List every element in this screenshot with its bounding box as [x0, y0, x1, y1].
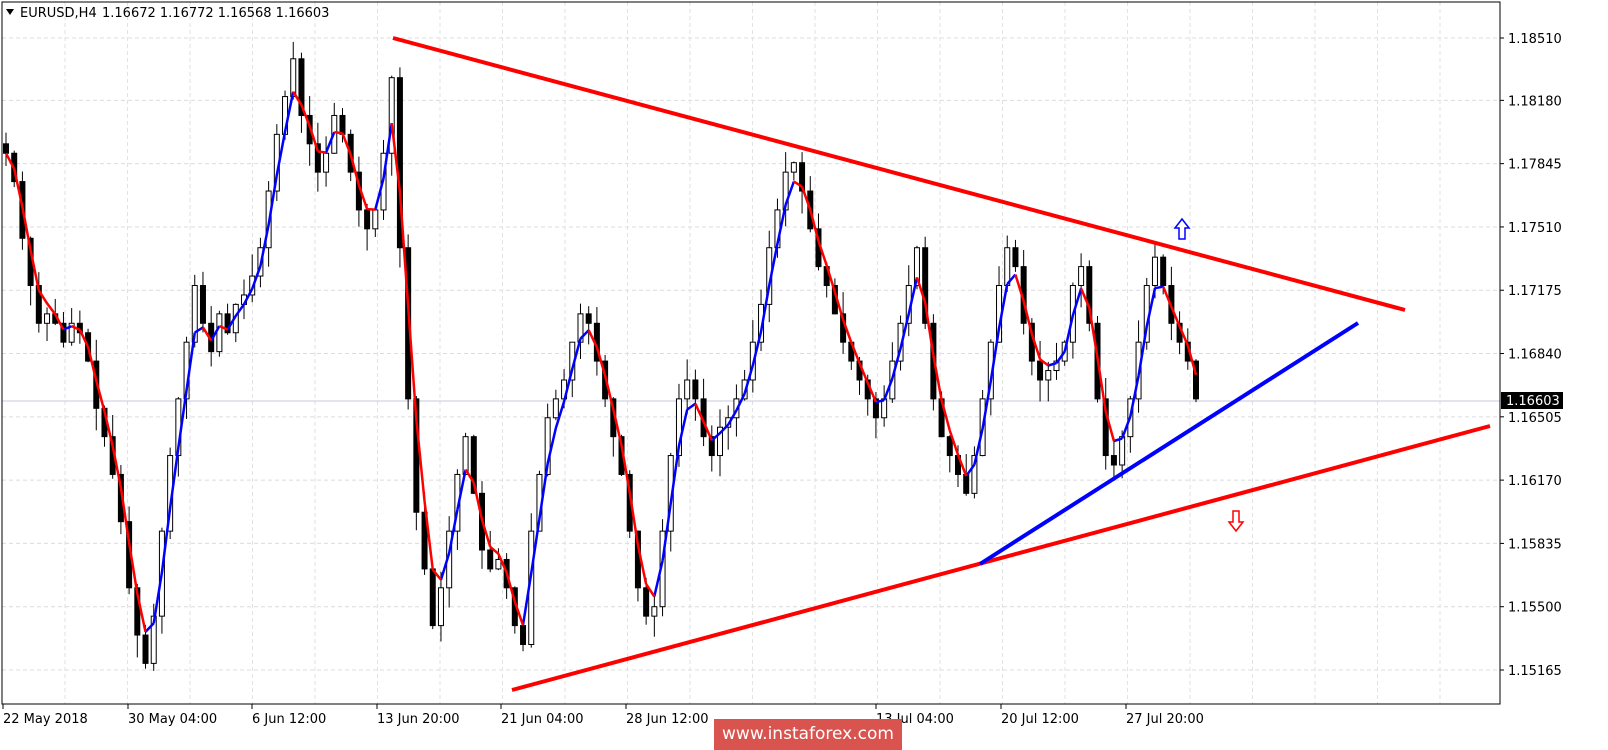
candle-body: [3, 143, 9, 154]
watermark: www.instaforex.com: [714, 719, 902, 750]
candle-body: [651, 606, 658, 617]
x-tick-label: 20 Jul 12:00: [1001, 712, 1079, 727]
x-tick-label: 28 Jun 12:00: [626, 712, 709, 727]
candle-body: [1078, 266, 1085, 287]
candle-body: [388, 77, 395, 154]
y-tick-label: 1.16505: [1508, 411, 1562, 426]
price-axis: 1.18510 1.18180 1.17845 1.17510 1.17175 1.168…: [1500, 32, 1562, 679]
y-tick-label: 1.15165: [1508, 664, 1562, 679]
candle-body: [364, 209, 371, 230]
candle-body: [470, 436, 477, 494]
symbol-label: EURUSD,H4: [20, 6, 97, 21]
candle-body: [487, 549, 494, 570]
dropdown-triangle-icon[interactable]: [6, 9, 14, 15]
candle-body: [643, 587, 650, 617]
candle-body: [1012, 247, 1019, 268]
candle-body: [552, 398, 559, 419]
candle-body: [971, 455, 978, 494]
y-tick-label: 1.15500: [1508, 601, 1562, 616]
candle-body: [790, 162, 797, 173]
candle-body: [314, 143, 321, 173]
candle-body: [1160, 256, 1167, 287]
y-tick-label: 1.18510: [1508, 32, 1562, 47]
y-tick-label: 1.16170: [1508, 474, 1562, 489]
y-tick-label: 1.17845: [1508, 158, 1562, 173]
candle-body: [1037, 360, 1044, 381]
y-tick-label: 1.17175: [1508, 284, 1562, 299]
y-tick-label: 1.18180: [1508, 94, 1562, 109]
y-tick-label: 1.15835: [1508, 537, 1562, 552]
x-tick-label: 30 May 04:00: [128, 712, 217, 727]
candle-body: [60, 322, 67, 343]
candle-body: [462, 436, 469, 475]
ohlc-readout: 1.16672 1.16772 1.16568 1.16603: [102, 6, 329, 21]
y-tick-label: 1.16840: [1508, 348, 1562, 363]
candle-body: [142, 634, 149, 664]
candle-body: [437, 587, 444, 627]
candle-body: [684, 379, 691, 400]
candle-body: [922, 247, 929, 324]
x-tick-label: 22 May 2018: [3, 712, 88, 727]
candle-body: [946, 436, 953, 457]
candle-body: [963, 473, 970, 494]
candle-body: [298, 58, 305, 116]
candle-body: [1119, 436, 1126, 466]
candle-body: [216, 313, 223, 353]
current-price-label: 1.16603: [1506, 394, 1560, 409]
candle-body: [799, 162, 806, 192]
candle-body: [339, 114, 346, 135]
candle-body: [544, 417, 551, 475]
trendline-upper-resistance: [392, 36, 1406, 312]
candle-body: [429, 568, 436, 627]
x-tick-label: 13 Jun 20:00: [377, 712, 460, 727]
trendline-rising-support: [978, 321, 1360, 566]
time-axis: 22 May 2018 30 May 04:00 6 Jun 12:00 13 Jun…: [2, 704, 1204, 727]
candle-body: [1102, 398, 1109, 457]
chart-header: EURUSD,H4 1.16672 1.16772 1.16568 1.1660…: [6, 6, 329, 21]
candle-body: [1193, 360, 1199, 400]
candle-body: [199, 285, 206, 324]
candle-body: [1151, 256, 1158, 287]
candle-body: [1045, 370, 1052, 381]
x-tick-label: 27 Jul 20:00: [1126, 712, 1204, 727]
candle-body: [372, 209, 379, 230]
candle-body: [675, 398, 682, 457]
candle-body: [692, 379, 699, 400]
candle-body: [585, 313, 592, 324]
candle-body: [717, 426, 723, 457]
candle-body: [495, 558, 502, 570]
candle-body: [421, 511, 428, 570]
trendline-lower-support: [511, 424, 1491, 692]
candle-body: [323, 152, 330, 173]
candle-body: [44, 313, 51, 324]
moving-average-up: [62, 91, 1164, 633]
candles-group: [3, 41, 1199, 671]
candle-body: [913, 247, 920, 287]
arrow-down-icon: [1227, 510, 1245, 533]
x-tick-label: 21 Jun 04:00: [501, 712, 584, 727]
candle-body: [708, 436, 715, 457]
current-price-marker: 1.16603: [1501, 392, 1563, 409]
candle-body: [290, 58, 297, 98]
candle-body: [1004, 247, 1011, 287]
arrow-up-icon: [1173, 217, 1191, 240]
x-tick-label: 6 Jun 12:00: [252, 712, 326, 727]
candle-body: [520, 625, 527, 645]
moving-average-down: [4, 91, 1198, 633]
candle-body: [1086, 266, 1093, 324]
candle-body: [1110, 455, 1117, 466]
candle-body: [68, 322, 75, 343]
candle-body: [872, 398, 879, 419]
candle-body: [191, 285, 198, 343]
grid-lines: [2, 2, 1500, 704]
y-tick-label: 1.17510: [1508, 221, 1562, 236]
